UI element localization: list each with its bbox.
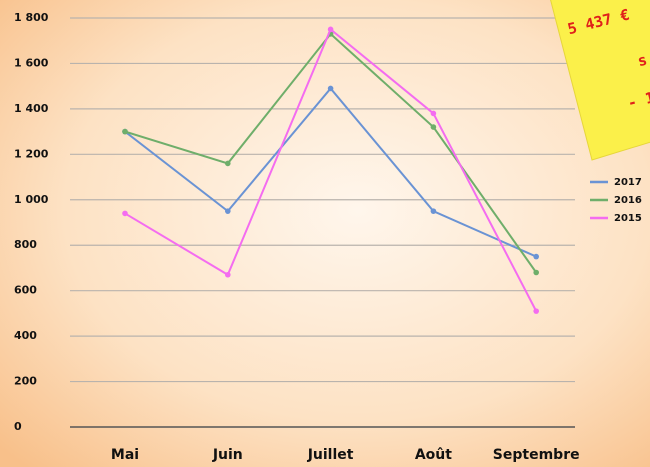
- point: [430, 110, 437, 117]
- point: [122, 128, 128, 135]
- y-tick-label: 1 400: [14, 102, 49, 115]
- y-tick-label: 200: [14, 375, 37, 388]
- point: [430, 208, 437, 214]
- y-tick-label: 600: [14, 284, 37, 297]
- point: [533, 269, 539, 276]
- y-tick-label: 1 200: [14, 147, 49, 160]
- legend-label: 2015: [614, 213, 642, 224]
- note-paper: [550, 0, 650, 161]
- x-tick-label: Septembre: [493, 447, 580, 463]
- point: [533, 253, 539, 260]
- x-tick-label: Juillet: [307, 447, 354, 463]
- legend-label: 2016: [614, 195, 642, 206]
- x-tick-label: Août: [415, 447, 452, 463]
- point: [122, 210, 128, 217]
- y-tick-label: 1 600: [14, 56, 49, 69]
- point: [327, 85, 334, 92]
- y-tick-label: 1 800: [14, 11, 49, 24]
- y-tick-label: 1 000: [14, 193, 49, 206]
- y-tick-label: 0: [14, 420, 22, 433]
- x-tick-label: Juin: [212, 447, 243, 463]
- y-tick-label: 400: [14, 329, 37, 342]
- sticky-note: 5 437 € s - 1: [550, 0, 650, 161]
- point: [225, 208, 231, 214]
- point: [327, 26, 334, 33]
- point: [225, 160, 231, 167]
- note-line: s: [636, 51, 649, 71]
- point: [225, 271, 231, 278]
- point: [533, 308, 539, 314]
- legend-label: 2017: [614, 177, 642, 188]
- x-tick-label: Mai: [111, 447, 139, 463]
- y-tick-label: 800: [14, 238, 37, 251]
- point: [430, 124, 437, 130]
